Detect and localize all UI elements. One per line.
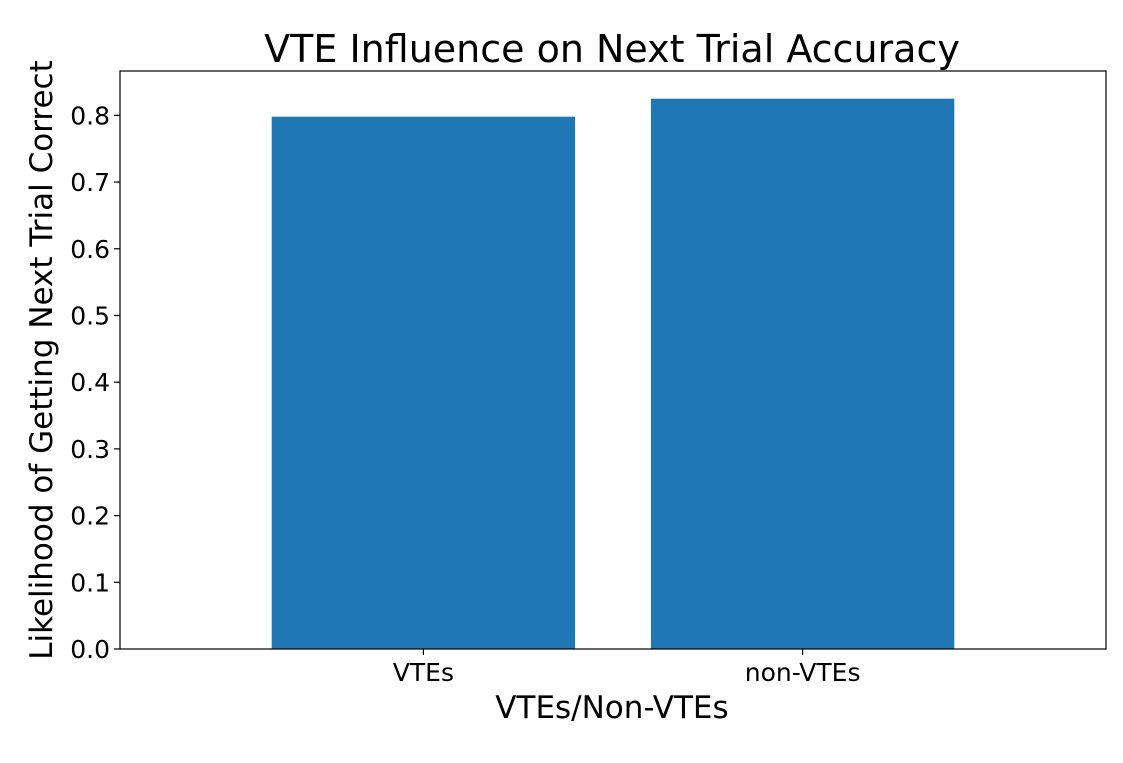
y-tick-label: 0.1 <box>70 568 110 597</box>
y-tick-label: 0.7 <box>70 168 110 197</box>
y-axis-label: Likelihood of Getting Next Trial Correct <box>24 60 60 660</box>
y-axis-ticks: 0.0 0.1 0.2 0.3 0.4 0.5 0.6 0.7 0.8 <box>70 101 120 664</box>
x-tick-label: non-VTEs <box>745 658 861 687</box>
y-tick-label: 0.8 <box>70 101 110 130</box>
bar-vtes <box>271 116 576 650</box>
y-tick-label: 0.6 <box>70 235 110 264</box>
plot-frame <box>119 70 1107 650</box>
x-tick-label: VTEs <box>393 658 454 687</box>
x-axis-ticks: VTEs non-VTEs <box>393 649 861 687</box>
x-axis-label: VTEs/Non-VTEs <box>495 690 728 726</box>
y-tick-label: 0.0 <box>70 635 110 664</box>
chart-title: VTE Influence on Next Trial Accuracy <box>264 27 960 71</box>
y-tick-label: 0.3 <box>70 435 110 464</box>
bars-layer <box>271 98 955 650</box>
bar-non-vtes <box>650 98 955 650</box>
y-tick-label: 0.5 <box>70 301 110 330</box>
y-tick-label: 0.2 <box>70 502 110 531</box>
y-tick-label: 0.4 <box>70 368 110 397</box>
